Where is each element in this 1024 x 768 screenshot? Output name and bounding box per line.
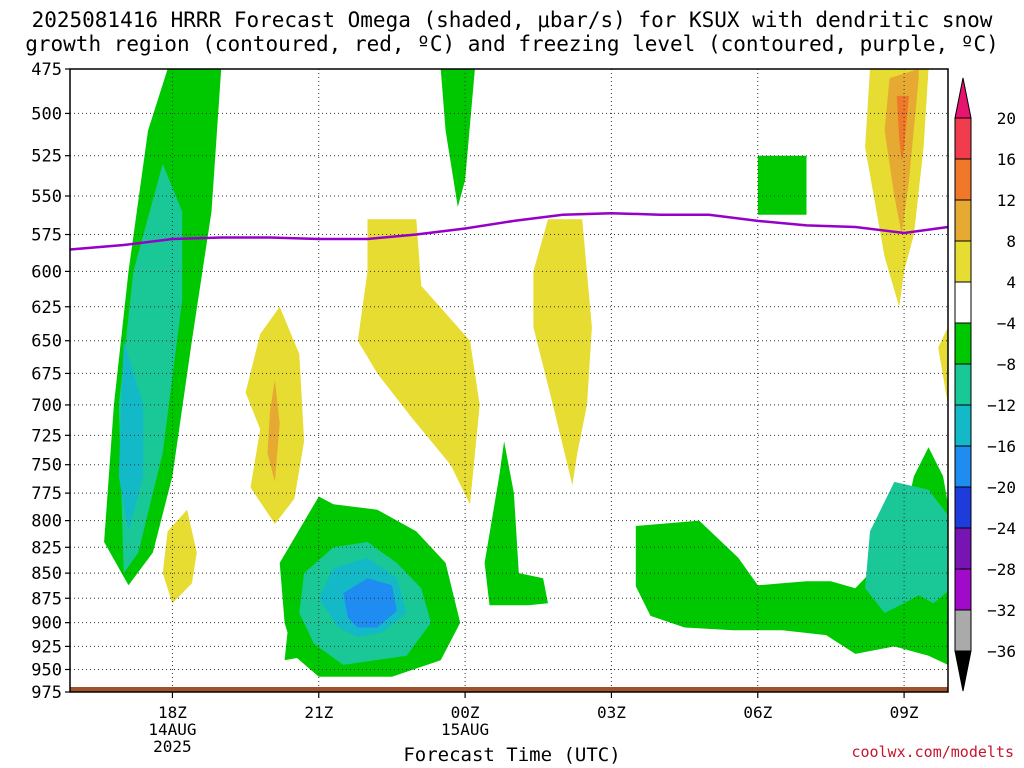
omega-region [533,219,592,486]
omega-region [357,219,480,505]
colorbar-label: −36 [987,642,1016,661]
y-tick-label: 700 [31,396,62,416]
y-tick-label: 675 [31,364,62,384]
ground-bar [70,687,948,692]
freezing-level-line [69,211,949,251]
colorbar-segment [954,117,972,160]
y-tick-label: 750 [31,456,62,476]
omega-region [440,69,475,207]
colorbar-segment [954,240,972,283]
y-tick-label: 650 [31,332,62,352]
colorbar-label: −12 [987,396,1016,415]
y-tick-label: 925 [31,637,62,657]
y-tick-label: 550 [31,187,62,207]
y-tick-label: 800 [31,512,62,532]
y-tick-label: 950 [31,660,62,680]
colorbar-segment [954,527,972,570]
colorbar-segment [954,486,972,529]
shaded-regions [104,69,948,677]
colorbar-label: −20 [987,478,1016,497]
colorbar-label: 20 [997,109,1016,128]
omega-region [757,155,807,215]
colorbar-segment [954,281,972,324]
x-tick-label: 15AUG [441,720,489,739]
omega-region [896,95,909,161]
ground-layer [70,687,948,692]
colorbar-segment [954,609,972,652]
y-tick-label: 975 [31,683,62,703]
omega-region [635,447,948,665]
colorbar-label: −28 [987,560,1016,579]
omega-region [162,509,197,604]
y-tick-label: 775 [31,484,62,504]
colorbar-label: −16 [987,437,1016,456]
x-tick-label: 09Z [890,703,919,722]
plot-border [69,68,949,693]
colorbar-label: 12 [997,191,1016,210]
y-axis: 475 500 525 550 575 600 625 650 675 700 725 750 775 8… [31,60,70,703]
chart-title-line2: growth region (contoured, red, ºC) and f… [25,32,999,56]
colorbar-label: 4 [1006,273,1016,292]
chart-title-line1: 2025081416 HRRR Forecast Omega (shaded, … [31,8,993,32]
y-tick-label: 525 [31,147,62,167]
y-tick-label: 850 [31,564,62,584]
y-tick-label: 500 [31,104,62,124]
freezing-level-layer [69,211,949,251]
omega-region [267,379,280,482]
omega-region [118,340,144,532]
x-axis-title: Forecast Time (UTC) [403,744,621,766]
colorbar-segment [954,199,972,242]
y-tick-label: 725 [31,426,62,446]
colorbar-label: −32 [987,601,1016,620]
colorbar-segment [954,363,972,406]
colorbar-segment [954,158,972,201]
x-tick-label: 14AUG [148,720,196,739]
x-tick-label: 21Z [304,703,333,722]
y-tick-label: 625 [31,298,62,318]
colorbar-label: −8 [997,355,1016,374]
colorbar-label: −4 [997,314,1016,333]
x-tick-label: 2025 [153,737,192,756]
colorbar-segment [954,568,972,611]
colorbar-bottom-arrow [954,650,972,692]
colorbar-label: −24 [987,519,1016,538]
y-tick-label: 875 [31,589,62,609]
x-tick-label: 03Z [597,703,626,722]
colorbar-segment [954,445,972,488]
colorbar-segment [954,404,972,447]
x-tick-label: 06Z [743,703,772,722]
x-tick-label: 18Z [158,703,187,722]
omega-region [938,327,948,405]
omega-region [484,441,548,606]
colorbar-label: 8 [1006,232,1016,251]
colorbar-segment [954,322,972,365]
y-tick-label: 475 [31,60,62,80]
colorbar-label: 16 [997,150,1016,169]
y-tick-label: 900 [31,614,62,634]
omega-region [343,578,397,628]
y-tick-label: 600 [31,262,62,282]
x-tick-label: 00Z [451,703,480,722]
colorbar-top-arrow [954,77,972,119]
y-tick-label: 825 [31,538,62,558]
site-credit: coolwx.com/modelts [851,743,1014,761]
y-tick-label: 575 [31,226,62,246]
colorbar: 20 16 12 8 4 −4 −8 −12 −16 −20 −24 −28 −32 −36 [954,77,1016,692]
